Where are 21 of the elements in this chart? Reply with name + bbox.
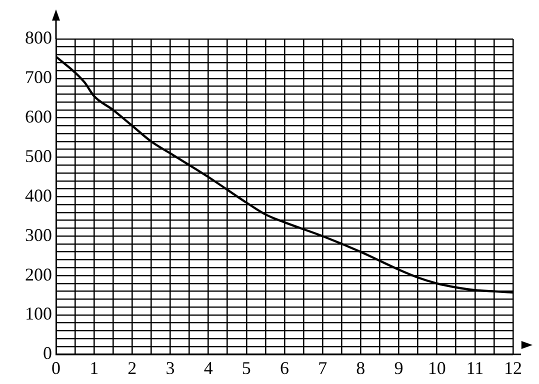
x-tick-label: 2 [128, 358, 137, 378]
x-tick-label: 10 [428, 358, 446, 378]
y-tick-label: 0 [43, 343, 52, 364]
x-tick-label: 1 [90, 358, 99, 378]
y-tick-label: 200 [25, 264, 52, 284]
y-tick-label: 300 [25, 224, 52, 245]
y-tick-label: 400 [25, 185, 52, 206]
x-tick-label: 12 [504, 358, 522, 378]
x-tick-label: 9 [394, 358, 404, 378]
x-tick-label: 4 [204, 358, 213, 378]
y-tick-label: 700 [25, 67, 52, 88]
y-tick-label: 800 [25, 28, 52, 48]
y-tick-label: 100 [25, 304, 52, 324]
x-tick-label: 3 [166, 358, 175, 378]
y-tick-label: 600 [25, 106, 52, 127]
x-tick-label: 6 [280, 358, 289, 378]
y-tick-label: 500 [25, 146, 52, 166]
x-tick-label: 8 [356, 358, 366, 378]
x-tick-label: 7 [318, 358, 328, 378]
x-tick-label: 11 [466, 358, 484, 378]
x-tick-label: 5 [242, 358, 251, 378]
